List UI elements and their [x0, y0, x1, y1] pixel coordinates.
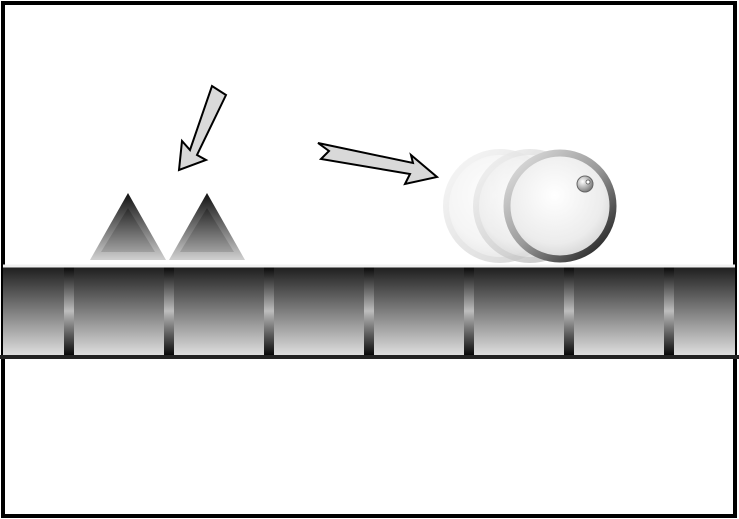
ground-gap [664, 265, 674, 357]
spike-inner [180, 208, 234, 252]
ground-gap [264, 265, 274, 357]
player-eye [576, 175, 594, 193]
ground-gap [564, 265, 574, 357]
ground-gap [364, 265, 374, 357]
player-ball [443, 149, 617, 263]
spike-hazard [90, 193, 166, 260]
arrow-to-spikes [177, 84, 228, 172]
ground-gap [64, 265, 74, 357]
spike-hazard [169, 193, 245, 260]
spike-inner [101, 208, 155, 252]
ground-gap [464, 265, 474, 357]
ground-gap [164, 265, 174, 357]
arrow-to-player [317, 142, 440, 186]
ground-strip [0, 264, 739, 359]
player-body [503, 149, 617, 263]
player-eye-highlight [585, 179, 591, 185]
